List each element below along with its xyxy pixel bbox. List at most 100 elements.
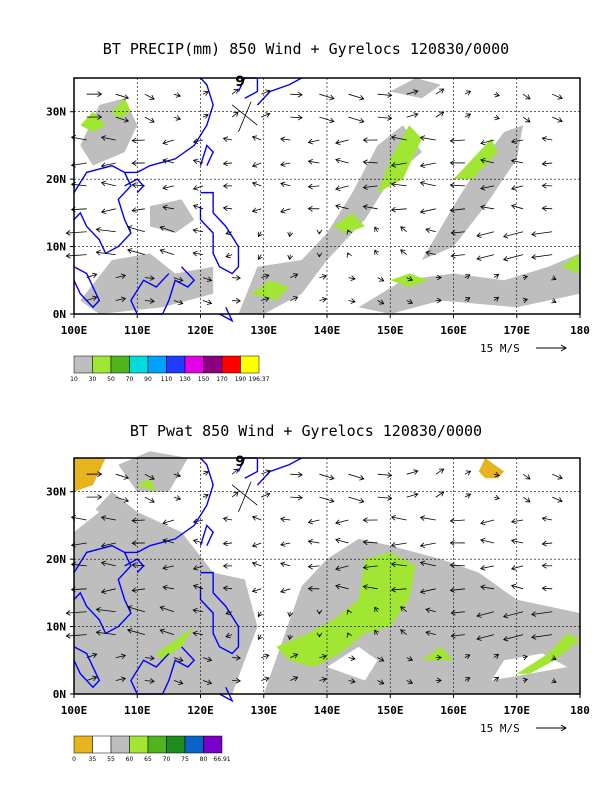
wind-arrow	[425, 631, 436, 636]
legend-swatch	[166, 735, 186, 754]
wind-arrowhead	[413, 469, 419, 475]
coastline	[124, 558, 145, 574]
wind-arrow	[511, 540, 524, 544]
field-region	[453, 138, 498, 180]
wind-arrow	[308, 540, 320, 544]
wind-arrowhead	[438, 468, 445, 474]
wind-arrowhead	[551, 655, 557, 661]
wind-arrowhead	[557, 474, 563, 480]
wind-arrow	[480, 565, 495, 569]
wind-arrow	[101, 588, 116, 593]
coastline	[124, 178, 145, 194]
wind-arrow	[202, 300, 212, 304]
wind-arrow	[377, 473, 392, 476]
wind-arrow	[480, 159, 495, 164]
wind-arrowhead	[292, 653, 299, 659]
wind-arrowhead	[480, 139, 486, 146]
wind-arrowhead	[480, 565, 486, 571]
wind-arrow	[391, 588, 407, 591]
wind-arrow	[144, 680, 155, 682]
wind-arrowhead	[551, 678, 557, 684]
wind-arrow	[66, 611, 87, 614]
wind-arrow	[319, 496, 334, 502]
wind-arrowhead	[127, 248, 133, 254]
field-region	[111, 98, 131, 119]
wind-arrowhead	[316, 229, 323, 235]
wind-arrowhead	[557, 497, 563, 503]
wind-arrow	[289, 231, 291, 237]
wind-arrowhead	[233, 111, 239, 117]
wind-arrow	[511, 585, 524, 590]
wind-arrowhead	[480, 537, 486, 544]
wind-arrow	[391, 162, 407, 166]
wind-arrowhead	[257, 231, 263, 238]
wind-arrowhead	[251, 515, 258, 521]
wind-arrowhead	[390, 542, 397, 548]
wind-arrowhead	[362, 564, 368, 571]
wind-arrow	[231, 468, 239, 475]
x-tick-label: 110E	[124, 704, 151, 717]
wind-arrow	[115, 678, 126, 681]
wind-arrow	[335, 159, 349, 164]
wind-arrowhead	[525, 94, 531, 100]
wind-arrowhead	[476, 232, 482, 238]
wind-arrowhead	[131, 540, 137, 546]
wind-arrow	[280, 182, 291, 187]
x-tick-label: 150E	[377, 704, 404, 717]
wind-arrow	[493, 116, 500, 119]
wind-arrow	[162, 206, 175, 210]
wind-arrowhead	[510, 518, 517, 525]
wind-arrow	[348, 680, 356, 683]
wind-arrow	[493, 496, 500, 499]
wind-arrow	[86, 676, 97, 681]
wind-arrowhead	[335, 157, 341, 164]
wind-arrowhead	[287, 231, 293, 238]
legend-swatch	[92, 355, 112, 374]
wind-arrowhead	[203, 90, 209, 96]
reference-vector-head	[560, 724, 567, 732]
wind-arrow	[280, 138, 291, 141]
field-region	[333, 212, 365, 234]
wind-arrow	[252, 208, 262, 212]
wind-arrowhead	[480, 185, 486, 191]
wind-arrow	[308, 160, 320, 164]
wind-arrowhead	[95, 629, 101, 636]
wind-arrowhead	[465, 274, 471, 280]
wind-arrow	[289, 611, 291, 617]
wind-arrow	[101, 208, 116, 213]
wind-arrow	[202, 114, 209, 118]
wind-arrow	[127, 606, 145, 613]
wind-arrow	[280, 518, 291, 521]
field-region	[238, 125, 422, 314]
wind-arrowhead	[390, 561, 397, 568]
wind-arrow	[173, 93, 181, 97]
wind-arrowhead	[251, 542, 258, 548]
wind-arrowhead	[131, 137, 137, 144]
wind-arrow	[289, 634, 291, 640]
wind-arrow	[280, 208, 291, 213]
wind-arrow	[257, 254, 262, 260]
wind-arrow	[425, 251, 436, 256]
wind-arrow	[464, 493, 471, 498]
wind-arrow	[377, 300, 384, 305]
wind-arrowhead	[316, 252, 323, 258]
wind-arrow	[66, 254, 87, 257]
coastline	[199, 191, 240, 275]
wind-arrowhead	[149, 655, 155, 661]
wind-arrowhead	[335, 519, 341, 526]
legend-label: 35	[89, 756, 97, 763]
wind-arrow	[425, 228, 436, 233]
wind-arrowhead	[95, 606, 101, 613]
wind-arrowhead	[265, 469, 271, 475]
wind-arrow	[552, 496, 563, 502]
wind-arrowhead	[131, 587, 137, 593]
wind-arrow	[480, 586, 495, 590]
wind-arrowhead	[329, 117, 335, 124]
wind-arrowhead	[557, 94, 563, 100]
field-region	[516, 633, 580, 674]
wind-arrow	[493, 654, 499, 658]
wind-arrow	[391, 183, 407, 187]
legend-label: 65	[144, 756, 152, 763]
wind-arrowhead	[350, 298, 356, 304]
field-region	[561, 253, 580, 274]
